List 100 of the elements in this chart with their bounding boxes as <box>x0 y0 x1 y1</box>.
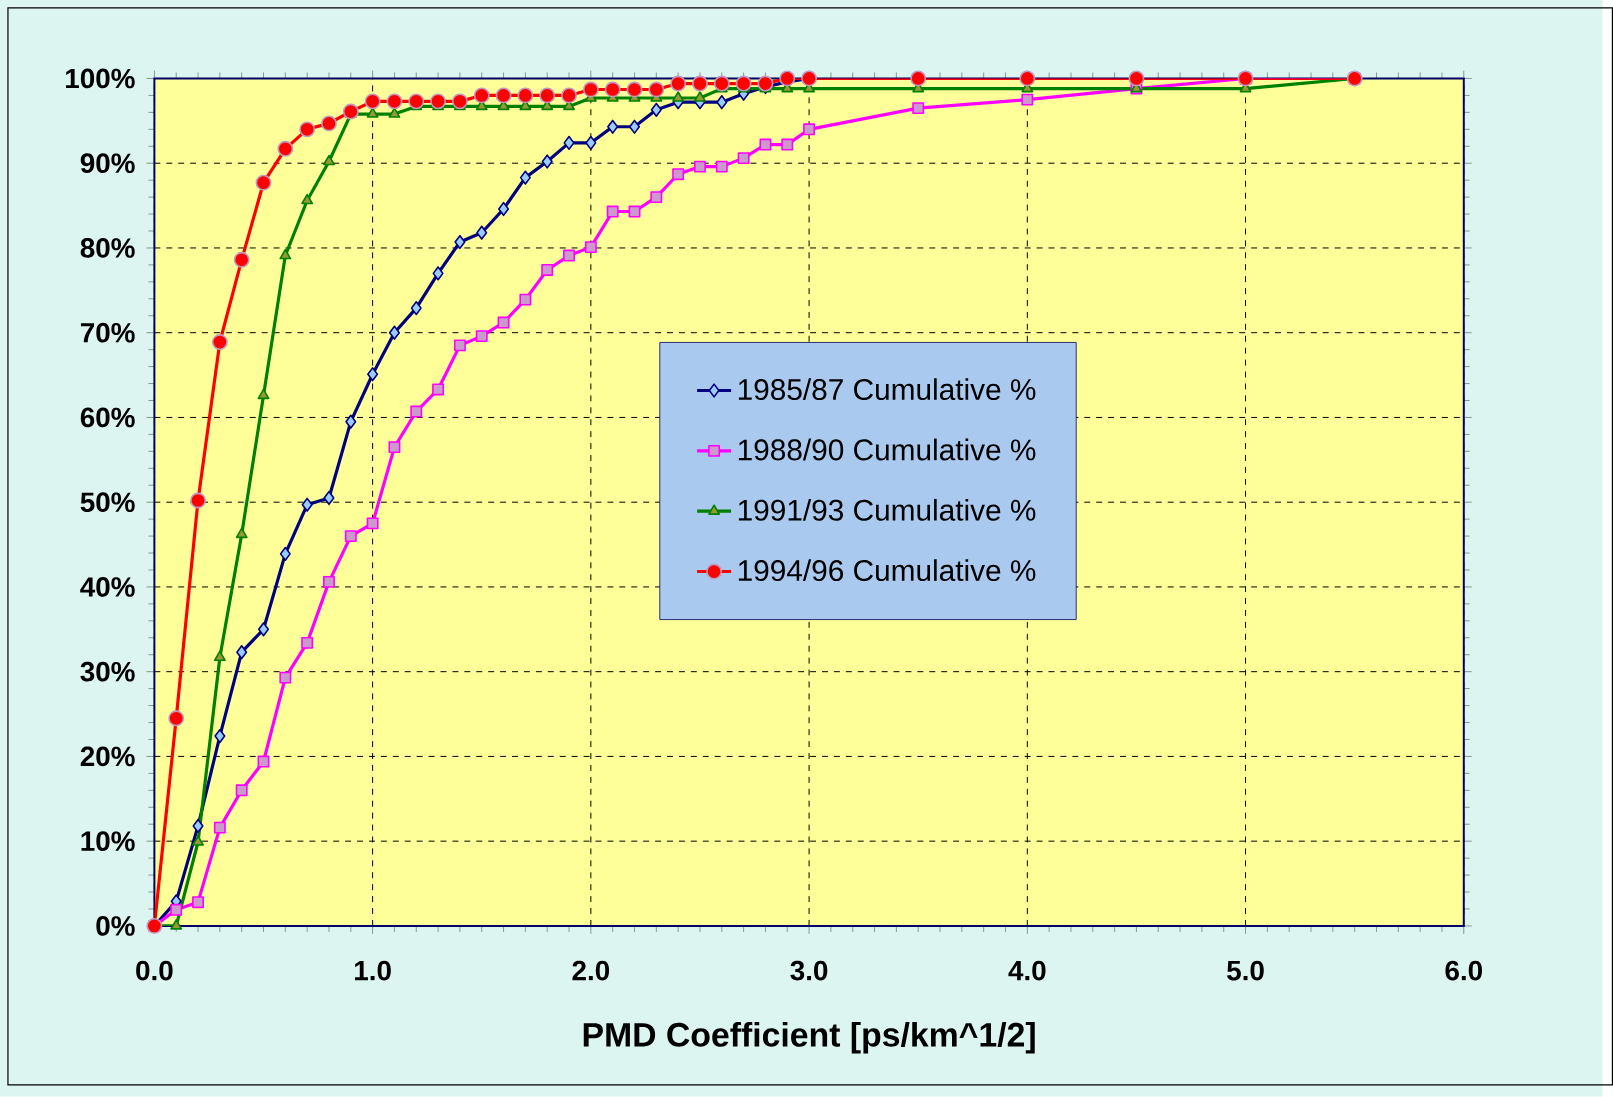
point <box>235 527 248 539</box>
point <box>214 729 226 744</box>
y-tick-label: 30% <box>80 661 135 682</box>
point <box>236 645 248 660</box>
point <box>301 193 314 205</box>
point <box>410 301 422 316</box>
point <box>344 530 357 543</box>
point <box>910 70 927 87</box>
point <box>648 81 665 98</box>
point <box>277 140 294 157</box>
point <box>388 325 401 340</box>
point <box>585 135 597 151</box>
point <box>279 248 292 260</box>
point <box>561 87 577 104</box>
point <box>519 293 532 306</box>
point <box>213 650 226 662</box>
point <box>607 119 619 135</box>
point <box>495 87 512 104</box>
point <box>323 575 335 588</box>
point <box>432 266 444 281</box>
point <box>454 234 466 250</box>
point <box>476 225 488 240</box>
point <box>541 264 554 277</box>
point <box>190 492 206 509</box>
x-tick-label: 3.0 <box>790 960 828 981</box>
x-tick-label: 5.0 <box>1227 960 1264 981</box>
x-tick-label: 0.0 <box>136 960 173 981</box>
point <box>1019 70 1036 87</box>
point <box>323 490 335 506</box>
point <box>366 517 379 530</box>
point <box>1021 93 1034 106</box>
y-tick-label: 20% <box>80 746 135 767</box>
point <box>650 102 662 118</box>
x-tick-label: 6.0 <box>1445 960 1482 981</box>
point <box>692 75 708 92</box>
point <box>168 710 185 727</box>
y-tick-label: 0% <box>96 916 135 936</box>
point <box>473 87 490 104</box>
point <box>367 367 379 382</box>
point <box>650 191 663 204</box>
point <box>670 75 687 92</box>
legend-label: 1991/93 Cumulative % <box>738 499 1036 521</box>
point <box>301 637 314 649</box>
point <box>582 81 599 98</box>
point <box>323 154 335 166</box>
point <box>539 87 556 104</box>
point <box>735 75 752 92</box>
x-axis-title: PMD Coefficient [ps/km^1/2] <box>583 1022 1035 1054</box>
y-tick-label: 70% <box>80 322 135 343</box>
point <box>321 115 337 132</box>
point <box>694 91 706 102</box>
point <box>301 497 313 512</box>
y-tick-label: 40% <box>80 577 135 597</box>
point <box>408 93 425 110</box>
point <box>781 138 794 151</box>
x-tick-label: 1.0 <box>355 960 391 981</box>
point <box>192 818 204 834</box>
point <box>430 93 447 110</box>
point <box>170 903 183 916</box>
x-tick-label: 4.0 <box>1008 960 1046 981</box>
y-tick-label: 10% <box>81 831 135 852</box>
legend-label: 1985/87 Cumulative % <box>738 378 1036 401</box>
point <box>235 784 248 797</box>
point <box>759 138 772 151</box>
point <box>388 441 401 454</box>
point <box>606 205 619 218</box>
point <box>386 93 403 110</box>
point <box>694 160 706 173</box>
point <box>451 93 468 110</box>
point <box>604 81 621 98</box>
point <box>541 154 553 169</box>
point <box>279 671 292 684</box>
point <box>497 201 510 217</box>
point <box>713 75 730 92</box>
point <box>345 414 357 429</box>
y-tick-label: 100% <box>66 68 135 89</box>
x-tick-label: 2.0 <box>572 960 610 981</box>
point <box>432 383 445 396</box>
point <box>519 170 531 185</box>
point <box>497 316 510 329</box>
point <box>233 251 250 268</box>
y-tick-label: 50% <box>80 492 135 513</box>
y-tick-label: 90% <box>80 153 135 174</box>
point <box>279 546 291 562</box>
point <box>364 93 381 110</box>
point <box>299 121 316 138</box>
point <box>170 919 183 930</box>
point <box>410 405 423 418</box>
point <box>628 119 641 135</box>
point <box>779 70 796 87</box>
point <box>716 95 728 110</box>
point <box>192 896 205 909</box>
point <box>672 91 685 102</box>
point <box>257 388 270 400</box>
point <box>912 102 925 115</box>
legend-label: 1988/90 Cumulative % <box>738 438 1036 461</box>
point <box>563 249 575 262</box>
y-tick-label: 60% <box>80 407 135 428</box>
point <box>475 330 488 343</box>
point <box>563 135 575 151</box>
